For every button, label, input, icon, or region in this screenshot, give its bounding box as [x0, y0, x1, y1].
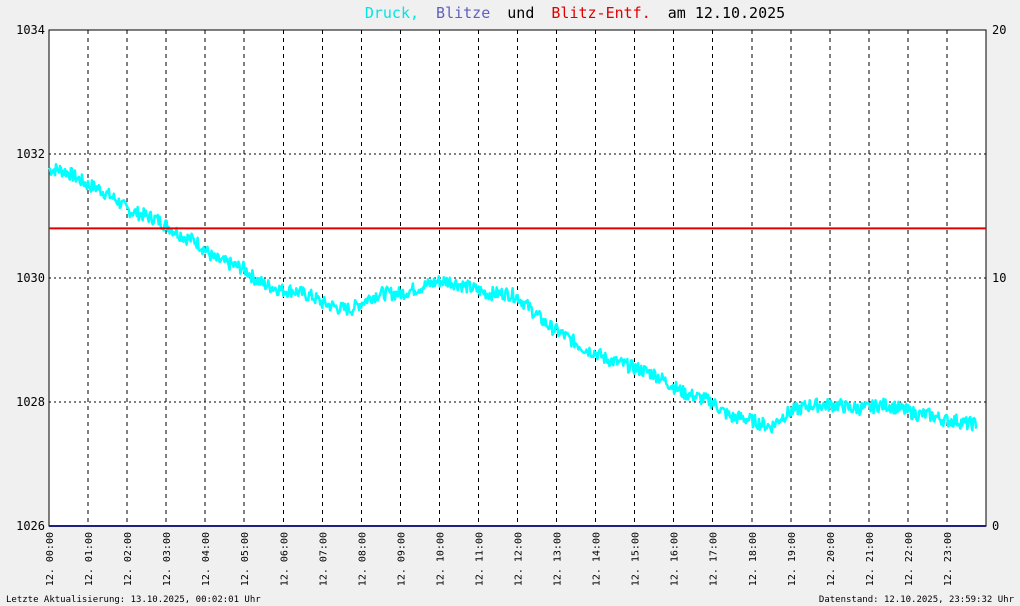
x-axis: 12. 00:00 12. 01:00 12. 02:00 12. 03:00 12. …: [45, 532, 954, 586]
title-part-blitze: Blitze: [436, 4, 490, 22]
y-tick-label-left: 1032: [16, 147, 45, 161]
title-part-date: am 12.10.2025: [668, 4, 785, 22]
title-part-und: und: [507, 4, 534, 22]
x-tick-label: 12. 01:00: [84, 532, 95, 586]
footer-last-update: Letzte Aktualisierung: 13.10.2025, 00:02…: [6, 595, 261, 605]
series-layer: [48, 163, 986, 527]
x-tick-label: 12. 16:00: [670, 532, 681, 586]
x-tick-label: 12. 19:00: [787, 532, 798, 586]
x-tick-label: 12. 20:00: [826, 532, 837, 586]
y-tick-label-right: 20: [992, 23, 1006, 37]
x-tick-label: 12. 09:00: [396, 532, 407, 586]
y-tick-label-right: 0: [992, 519, 999, 533]
x-tick-label: 12. 07:00: [318, 532, 329, 586]
x-tick-label: 12. 21:00: [865, 532, 876, 586]
x-tick-label: 12. 05:00: [240, 532, 251, 586]
y-tick-label-left: 1028: [16, 395, 45, 409]
x-tick-label: 12. 11:00: [474, 532, 485, 586]
y-tick-label-left: 1030: [16, 271, 45, 285]
chart-title: Druck, Blitze und Blitz-Entf. am 12.10.2…: [365, 4, 785, 22]
series-druck-line: [48, 163, 978, 434]
x-tick-label: 12. 00:00: [45, 532, 56, 586]
x-tick-label: 12. 04:00: [201, 532, 212, 586]
x-tick-label: 12. 12:00: [514, 532, 525, 586]
title-part-druck: Druck,: [365, 4, 419, 22]
x-tick-label: 12. 22:00: [904, 532, 915, 586]
x-tick-label: 12. 23:00: [943, 532, 954, 586]
y-tick-label-left: 1026: [16, 519, 45, 533]
x-tick-label: 12. 08:00: [357, 532, 368, 586]
x-tick-label: 12. 10:00: [435, 532, 446, 586]
x-tick-label: 12. 15:00: [631, 532, 642, 586]
footer-data-state: Datenstand: 12.10.2025, 23:59:32 Uhr: [819, 595, 1015, 605]
title-part-blitz-entf: Blitz-Entf.: [551, 4, 650, 22]
x-tick-label: 12. 06:00: [279, 532, 290, 586]
y-tick-label-right: 10: [992, 271, 1006, 285]
x-tick-label: 12. 13:00: [553, 532, 564, 586]
x-tick-label: 12. 02:00: [123, 532, 134, 586]
y-axis-right: 0 10 20: [992, 23, 1006, 533]
x-tick-label: 12. 18:00: [748, 532, 759, 586]
y-axis-left: 1026 1028 1030 1032 1034: [16, 23, 45, 533]
y-tick-label-left: 1034: [16, 23, 45, 37]
x-tick-label: 12. 14:00: [592, 532, 603, 586]
x-tick-label: 12. 17:00: [709, 532, 720, 586]
x-tick-label: 12. 03:00: [162, 532, 173, 586]
